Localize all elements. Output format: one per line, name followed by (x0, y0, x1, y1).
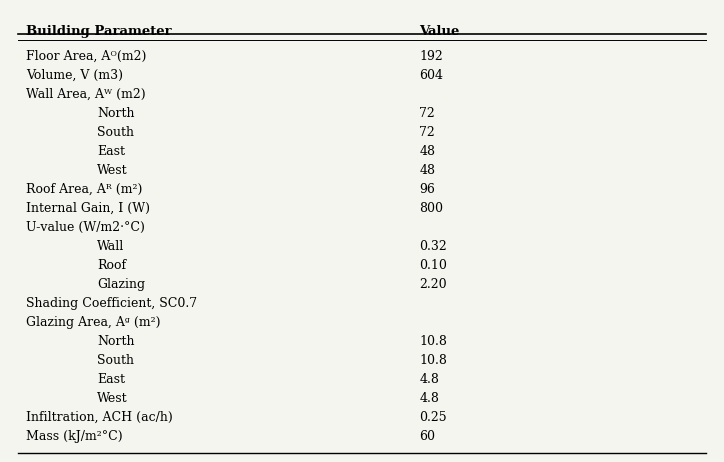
Text: South: South (97, 354, 134, 367)
Text: Infiltration, ACH (ac/h): Infiltration, ACH (ac/h) (25, 411, 172, 424)
Text: U-value (W/m2·°C): U-value (W/m2·°C) (25, 221, 145, 234)
Text: 60: 60 (419, 430, 435, 443)
Text: 48: 48 (419, 145, 435, 158)
Text: 0.32: 0.32 (419, 240, 447, 253)
Text: Wall: Wall (97, 240, 125, 253)
Text: North: North (97, 107, 135, 120)
Text: 10.8: 10.8 (419, 334, 447, 348)
Text: Glazing: Glazing (97, 278, 146, 291)
Text: East: East (97, 373, 125, 386)
Text: Mass (kJ/m²°C): Mass (kJ/m²°C) (25, 430, 122, 443)
Text: 72: 72 (419, 107, 435, 120)
Text: Roof Area, Aᴿ (m²): Roof Area, Aᴿ (m²) (25, 182, 142, 195)
Text: 800: 800 (419, 201, 443, 215)
Text: 192: 192 (419, 49, 443, 62)
Text: 96: 96 (419, 182, 435, 195)
Text: 72: 72 (419, 126, 435, 139)
Text: 48: 48 (419, 164, 435, 176)
Text: North: North (97, 334, 135, 348)
Text: West: West (97, 164, 128, 176)
Text: South: South (97, 126, 134, 139)
Text: Roof: Roof (97, 259, 126, 272)
Text: Internal Gain, I (W): Internal Gain, I (W) (25, 201, 150, 215)
Text: Shading Coefficient, SC0.7: Shading Coefficient, SC0.7 (25, 297, 197, 310)
Text: East: East (97, 145, 125, 158)
Text: 604: 604 (419, 68, 443, 82)
Text: 2.20: 2.20 (419, 278, 447, 291)
Text: Wall Area, Aᵂ (m2): Wall Area, Aᵂ (m2) (25, 88, 146, 101)
Text: 10.8: 10.8 (419, 354, 447, 367)
Text: Volume, V (m3): Volume, V (m3) (25, 68, 122, 82)
Text: 0.25: 0.25 (419, 411, 447, 424)
Text: 4.8: 4.8 (419, 373, 439, 386)
Text: Building Parameter: Building Parameter (25, 24, 172, 37)
Text: Glazing Area, Aᵍ (m²): Glazing Area, Aᵍ (m²) (25, 316, 160, 328)
Text: Floor Area, Aᴼ(m2): Floor Area, Aᴼ(m2) (25, 49, 146, 62)
Text: 0.10: 0.10 (419, 259, 447, 272)
Text: 4.8: 4.8 (419, 392, 439, 405)
Text: Value: Value (419, 24, 460, 37)
Text: West: West (97, 392, 128, 405)
